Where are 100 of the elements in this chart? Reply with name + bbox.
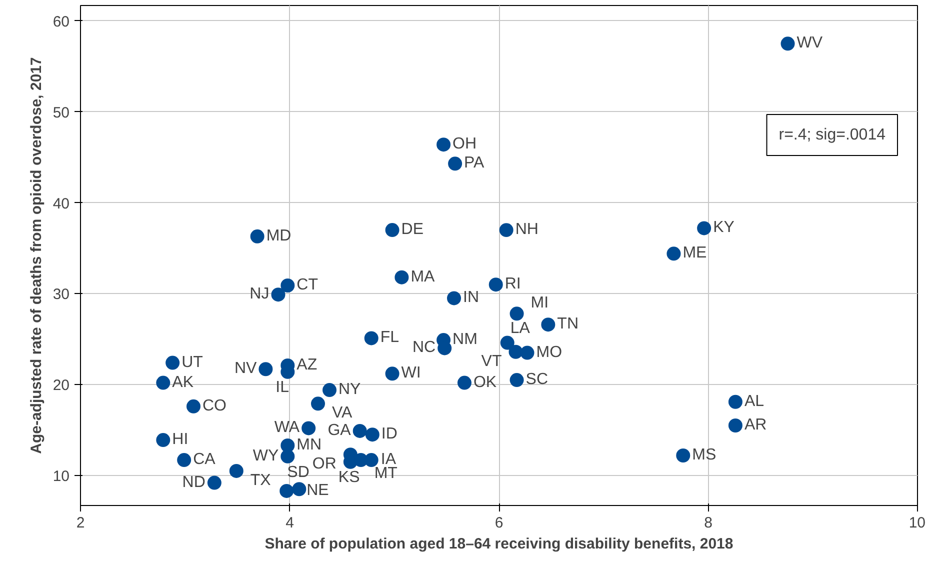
annotation: VT xyxy=(481,352,502,370)
annotation: IN xyxy=(463,289,480,306)
annotation: NV xyxy=(234,360,258,378)
point xyxy=(250,229,264,244)
annotation: RI xyxy=(504,276,521,293)
point xyxy=(156,433,170,448)
annotation: CO xyxy=(202,397,226,414)
annotation: CA xyxy=(193,451,216,468)
annotation: UT xyxy=(182,354,204,371)
annotation: TX xyxy=(250,472,272,489)
annotation: ID xyxy=(381,426,398,443)
point xyxy=(365,428,380,442)
point xyxy=(728,418,742,432)
annotation: NM xyxy=(452,331,478,348)
point xyxy=(510,306,524,321)
point xyxy=(311,396,325,411)
annotation: ME xyxy=(682,244,707,262)
annotation: AL xyxy=(744,392,764,410)
annotation: OR xyxy=(312,456,336,473)
annotation: MO xyxy=(536,344,562,361)
y-tick-label: 50 xyxy=(52,104,70,122)
annotation: WY xyxy=(252,447,279,464)
point xyxy=(728,394,742,409)
point xyxy=(676,448,690,462)
point xyxy=(520,346,534,360)
annotation: LA xyxy=(510,320,530,337)
x-tick-label: 2 xyxy=(76,514,85,532)
x-tick-label: 4 xyxy=(286,514,294,532)
annotation: OH xyxy=(452,136,477,153)
point xyxy=(280,278,295,292)
annotation: PA xyxy=(464,154,485,172)
point xyxy=(436,138,451,152)
point xyxy=(364,331,378,346)
y-tick-label: 30 xyxy=(52,286,70,304)
point xyxy=(666,246,681,261)
annotation: WA xyxy=(274,419,300,436)
annotation: MA xyxy=(410,268,436,286)
point xyxy=(302,421,316,436)
point xyxy=(447,291,462,306)
annotation: MN xyxy=(296,436,322,454)
annotation: NC xyxy=(412,339,436,356)
annotation: NE xyxy=(306,482,329,499)
point xyxy=(488,278,503,292)
point xyxy=(364,453,378,468)
point xyxy=(229,464,244,478)
x-tick-label: 10 xyxy=(908,514,926,532)
point xyxy=(394,270,409,284)
annotation: IL xyxy=(276,378,290,396)
y-axis-title: Age-adjusted rate of deaths from opioid overdose, 2017 xyxy=(28,57,45,454)
annotation: SD xyxy=(287,464,310,482)
annotation: MI xyxy=(530,294,549,312)
y-tick-label: 10 xyxy=(52,468,70,485)
x-axis-title: Share of population aged 18–64 receiving disability benefits, 2018 xyxy=(264,536,734,552)
point xyxy=(166,356,180,370)
annotation: VA xyxy=(332,404,352,422)
annotation: WV xyxy=(796,34,823,52)
annotation: CT xyxy=(296,276,318,294)
annotation: NH xyxy=(515,221,538,238)
point xyxy=(258,362,273,376)
annotation: HI xyxy=(172,431,188,448)
point xyxy=(177,453,192,468)
point xyxy=(508,344,523,359)
annotation: ND xyxy=(182,474,206,491)
point xyxy=(541,318,556,332)
point xyxy=(280,484,294,498)
annotation: FL xyxy=(380,329,400,346)
point xyxy=(156,376,170,390)
point xyxy=(780,36,795,51)
annotation: GA xyxy=(328,422,352,439)
annotation: OK xyxy=(473,374,497,391)
point xyxy=(500,336,514,350)
annotation: MD xyxy=(266,227,292,244)
y-tick-label: 40 xyxy=(52,195,70,212)
point xyxy=(292,482,306,496)
point xyxy=(499,223,514,238)
point xyxy=(352,424,367,438)
annotation: DE xyxy=(401,221,424,238)
x-tick-label: 8 xyxy=(704,514,712,532)
point xyxy=(510,373,524,388)
annotation: AR xyxy=(744,416,767,434)
annotation: MS xyxy=(692,446,716,464)
point xyxy=(186,399,200,414)
y-tick-label: 60 xyxy=(52,13,70,30)
y-tick-label: 20 xyxy=(52,377,70,394)
point xyxy=(322,383,337,398)
annotation: r=.4; sig=.0014 xyxy=(778,126,886,144)
point xyxy=(280,449,295,464)
annotation: AK xyxy=(172,374,194,391)
point xyxy=(207,476,222,490)
point xyxy=(271,288,286,302)
point xyxy=(697,221,712,236)
point xyxy=(438,341,452,356)
point xyxy=(457,376,472,390)
annotation: NJ xyxy=(250,286,270,303)
annotation: KY xyxy=(713,219,735,236)
point xyxy=(448,156,462,171)
annotation: AZ xyxy=(296,356,318,374)
annotation: SC xyxy=(526,371,548,388)
point xyxy=(385,366,400,381)
x-tick-label: 6 xyxy=(494,514,504,532)
